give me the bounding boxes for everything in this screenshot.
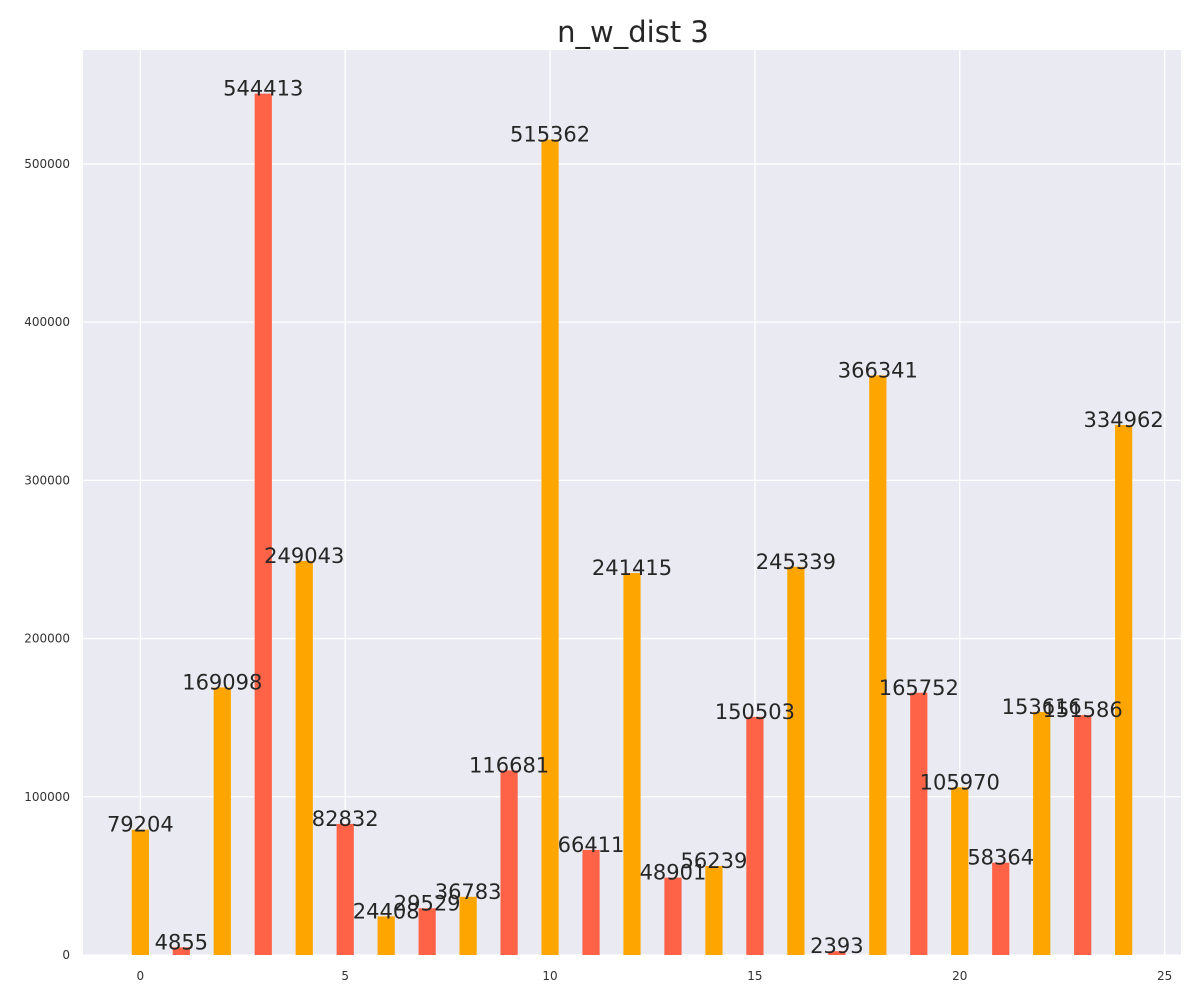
bar-value-label: 66411 xyxy=(558,833,625,857)
x-axis-ticks: 0 5 10 15 20 25 xyxy=(137,969,1173,983)
bar-value-label: 4855 xyxy=(155,930,208,954)
bar-value-label: 151586 xyxy=(1043,698,1123,722)
bar-value-label: 249043 xyxy=(264,544,344,568)
x-tick-label: 15 xyxy=(747,969,762,983)
bar-value-label: 48901 xyxy=(640,861,707,885)
bar xyxy=(377,916,395,955)
bar-value-label: 56239 xyxy=(681,849,748,873)
bar xyxy=(336,823,354,955)
y-tick-label: 400000 xyxy=(24,315,70,329)
bar-value-label: 153616 xyxy=(1002,695,1082,719)
bar xyxy=(828,951,846,955)
bar-value-label: 36783 xyxy=(435,880,502,904)
y-axis-ticks: 0 100000 200000 300000 400000 500000 xyxy=(24,157,70,962)
bar-value-label: 245339 xyxy=(756,550,836,574)
bar xyxy=(623,573,641,955)
bar xyxy=(910,692,928,955)
bar-value-label: 58364 xyxy=(967,846,1034,870)
bar xyxy=(705,866,723,955)
x-tick-label: 25 xyxy=(1157,969,1172,983)
bar xyxy=(254,93,272,955)
y-tick-label: 500000 xyxy=(24,157,70,171)
bar-value-label: 105970 xyxy=(920,770,1000,794)
bar xyxy=(746,716,764,955)
bar xyxy=(418,908,436,955)
bar xyxy=(500,770,518,955)
bar xyxy=(992,862,1010,955)
bar xyxy=(582,849,600,955)
bar-value-label: 24408 xyxy=(353,899,420,923)
bars xyxy=(131,93,1133,955)
bar-value-label: 544413 xyxy=(223,77,303,101)
chart-title: n_w_dist 3 xyxy=(557,15,709,49)
bar xyxy=(664,877,682,955)
bar-value-label: 82832 xyxy=(312,807,379,831)
bar-value-label: 116681 xyxy=(469,753,549,777)
y-tick-label: 0 xyxy=(62,948,70,962)
bar-value-label: 169098 xyxy=(182,670,262,694)
bar-value-label: 165752 xyxy=(879,676,959,700)
bar-value-label: 29529 xyxy=(394,891,461,915)
y-tick-label: 100000 xyxy=(24,790,70,804)
bar xyxy=(1033,711,1051,955)
bar xyxy=(131,829,149,955)
bar xyxy=(459,896,477,955)
bar-value-label: 366341 xyxy=(838,358,918,382)
bar-value-label: 2393 xyxy=(810,934,863,958)
bar xyxy=(1115,425,1133,955)
bar-value-label: 241415 xyxy=(592,556,672,580)
bar xyxy=(172,947,190,955)
bar-value-label: 79204 xyxy=(107,813,174,837)
x-tick-label: 20 xyxy=(952,969,967,983)
bar xyxy=(1074,715,1092,955)
y-tick-label: 200000 xyxy=(24,632,70,646)
bar-value-label: 150503 xyxy=(715,700,795,724)
bar-value-label: 515362 xyxy=(510,123,590,147)
bar xyxy=(295,560,313,955)
bar xyxy=(541,139,559,955)
bar xyxy=(869,375,887,955)
bar xyxy=(951,787,969,955)
x-tick-label: 5 xyxy=(341,969,349,983)
y-tick-label: 300000 xyxy=(24,473,70,487)
bar-labels: 79204 4855 169098 544413 249043 82832 24408295… xyxy=(107,77,1164,959)
bar xyxy=(787,566,805,955)
bar xyxy=(213,687,231,955)
x-tick-label: 0 xyxy=(137,969,145,983)
bar-value-label: 334962 xyxy=(1084,408,1164,432)
x-tick-label: 10 xyxy=(542,969,557,983)
